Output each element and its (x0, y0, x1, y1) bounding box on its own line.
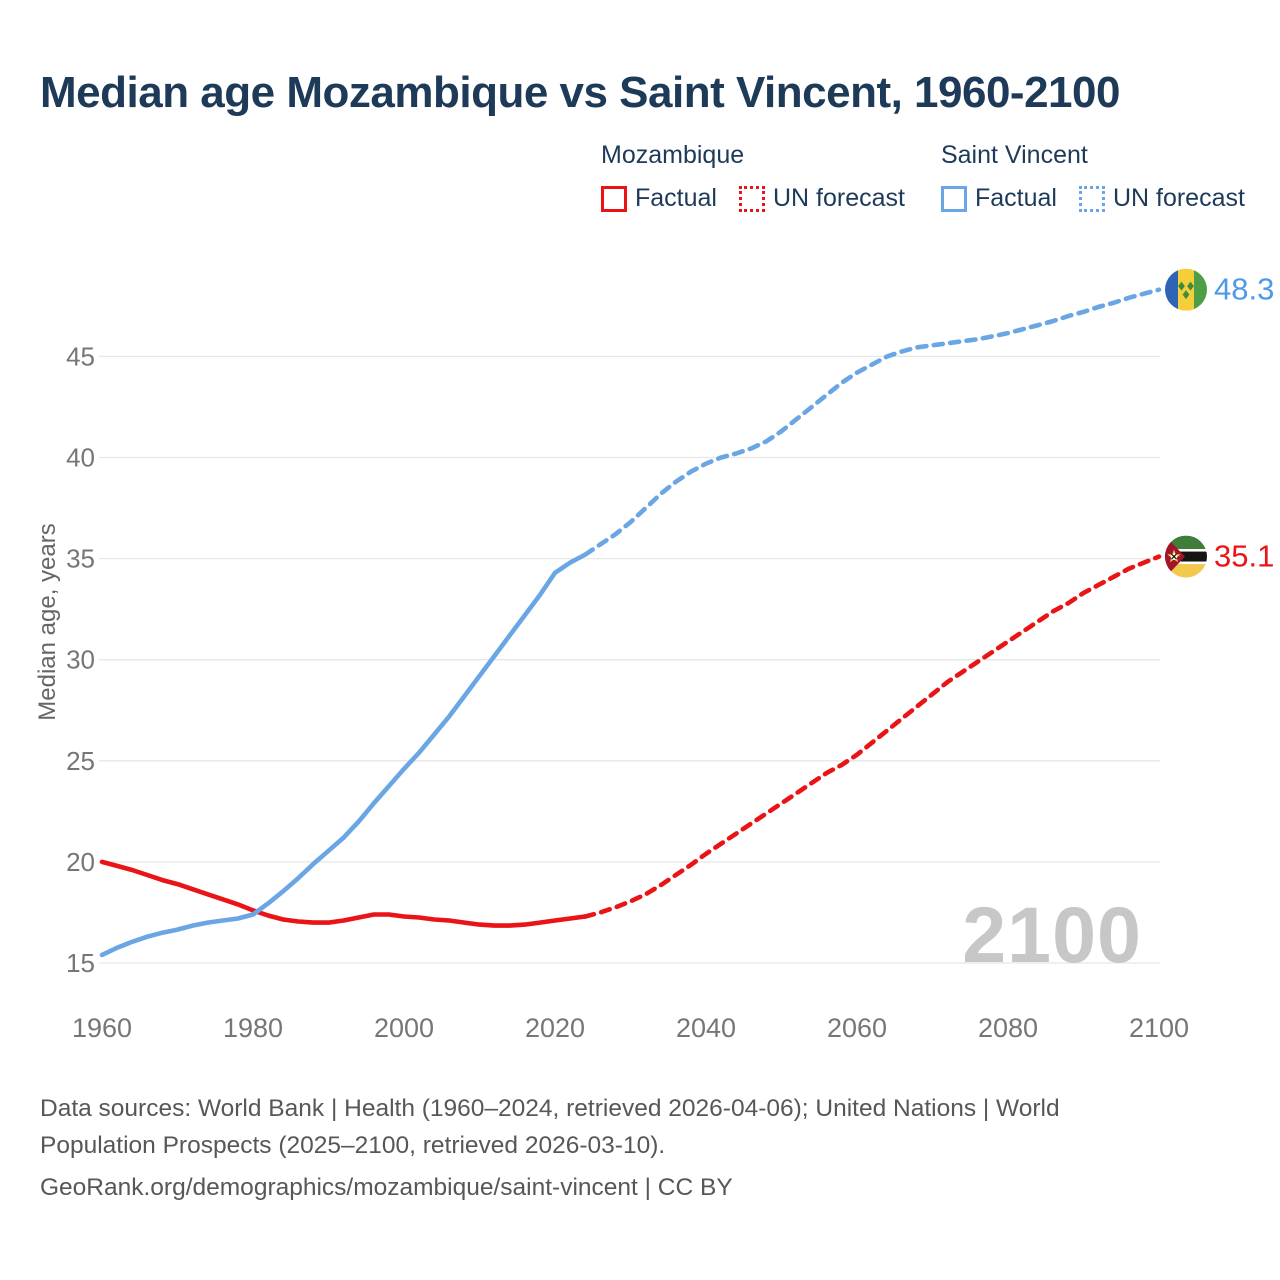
dotted-line-swatch-icon (1078, 185, 1105, 212)
x-tick-label: 2040 (676, 1013, 736, 1043)
legend-group-mozambique: Mozambique Factual UN forecast (601, 141, 905, 213)
y-tick-label: 30 (66, 645, 95, 675)
x-tick-label: 2100 (1129, 1013, 1189, 1043)
data-sources-footer: Data sources: World Bank | Health (1960–… (40, 1090, 1220, 1206)
y-tick-label: 15 (66, 948, 95, 978)
legend-item-label: Factual (635, 184, 717, 212)
footer-attribution-link: GeoRank.org/demographics/mozambique/sain… (40, 1174, 733, 1201)
footer-line: Data sources: World Bank | Health (1960–… (40, 1095, 1060, 1122)
x-tick-label: 1980 (223, 1013, 283, 1043)
x-tick-label: 2000 (374, 1013, 434, 1043)
end-value-label: 35.1 (1214, 539, 1274, 574)
legend-row: Factual UN forecast (940, 184, 1245, 213)
watermark-year: 2100 (962, 890, 1142, 979)
legend-item-mozambique-forecast[interactable]: UN forecast (738, 184, 905, 213)
dotted-line-swatch-icon (738, 185, 765, 212)
saint-vincent-flag-icon (1165, 268, 1207, 311)
saint-vincent-factual-line (99, 552, 588, 958)
end-value-label: 48.3 (1214, 272, 1274, 307)
legend-row: Factual UN forecast (601, 184, 905, 213)
x-tick-label: 2060 (827, 1013, 887, 1043)
x-tick-label: 2020 (525, 1013, 585, 1043)
legend-group-saint-vincent: Saint Vincent Factual UN forecast (940, 141, 1245, 213)
y-tick-label: 20 (66, 847, 95, 877)
y-tick-label: 35 (66, 544, 95, 574)
legend-item-mozambique-factual[interactable]: Factual (601, 184, 717, 213)
y-tick-label: 45 (66, 341, 95, 371)
legend-item-label: UN forecast (772, 184, 905, 212)
y-tick-label: 40 (66, 443, 95, 473)
solid-line-swatch-icon (940, 185, 967, 212)
legend-group-title: Mozambique (601, 141, 745, 169)
legend-item-label: UN forecast (1112, 184, 1245, 212)
page-title: Median age Mozambique vs Saint Vincent, … (40, 68, 1120, 117)
legend-group-title: Saint Vincent (940, 141, 1088, 169)
legend-item-label: Factual (974, 184, 1057, 212)
mozambique-flag-icon (1165, 535, 1207, 578)
y-tick-label: 25 (66, 746, 95, 776)
legend-item-saint-vincent-forecast[interactable]: UN forecast (1078, 184, 1245, 213)
solid-line-swatch-icon (601, 185, 627, 212)
x-tick-label: 2080 (978, 1013, 1038, 1043)
x-tick-label: 1960 (72, 1013, 132, 1043)
mozambique-factual-line (99, 859, 588, 928)
legend: Mozambique Factual UN forecast Saint Vin… (601, 141, 1245, 213)
mozambique-un-forecast-line (582, 554, 1162, 919)
legend-item-saint-vincent-factual[interactable]: Factual (940, 184, 1057, 213)
saint-vincent-un-forecast-line (582, 287, 1162, 557)
footer-line: Population Prospects (2025–2100, retriev… (40, 1132, 666, 1159)
